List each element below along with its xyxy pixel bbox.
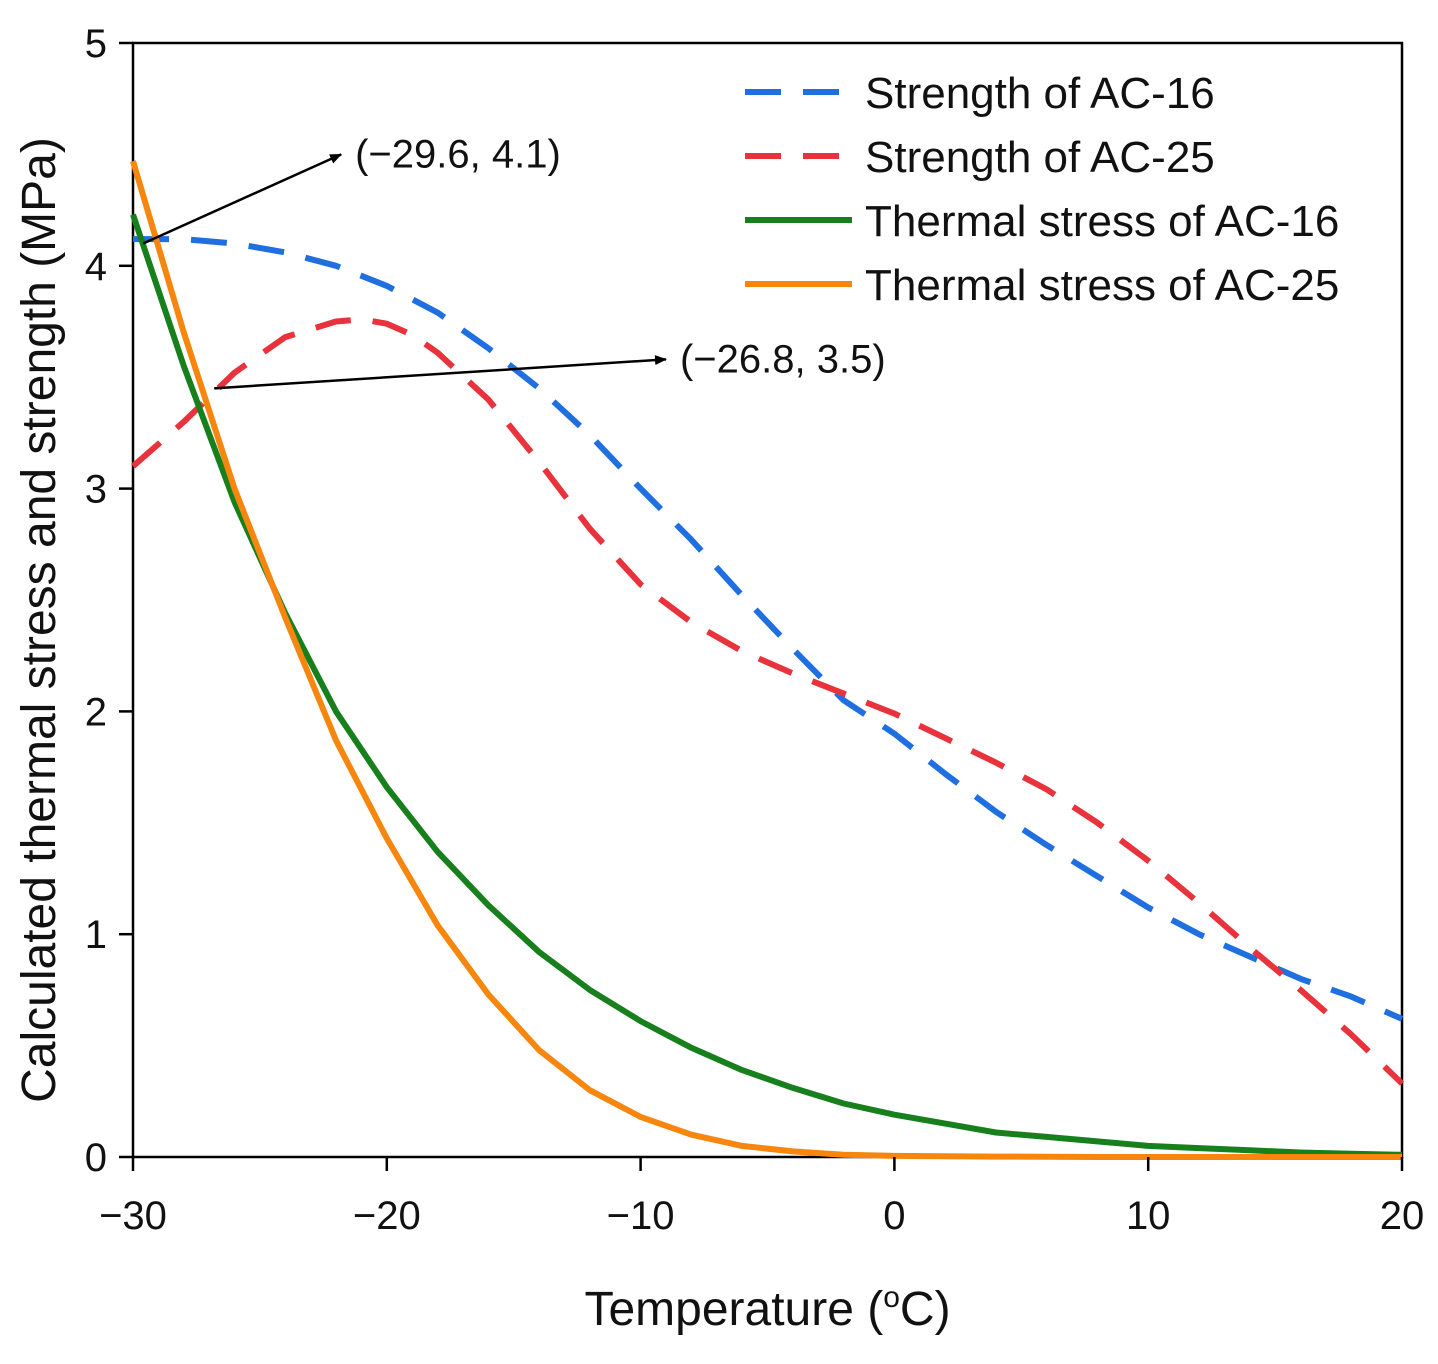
x-tick-label: −20 [353,1194,421,1238]
x-axis-title-sup: o [883,1281,900,1314]
legend-label-2: Strength of AC-25 [865,133,1215,182]
x-tick-label: 10 [1126,1194,1171,1238]
legend: Strength of AC-16 Strength of AC-25 Therma… [745,69,1339,310]
x-axis-title-main: Temperature ( [584,1283,883,1336]
y-tick-label: 5 [85,22,107,66]
y-tick-label: 4 [85,245,107,289]
annotation-arrow-1 [142,153,343,245]
x-tick-label: 0 [883,1194,905,1238]
y-tick-label: 0 [85,1136,107,1180]
plot-frame [131,41,1404,1159]
annotation-arrow-2 [214,355,667,390]
annotations: (−29.6, 4.1) (−26.8, 3.5) [142,132,886,390]
x-tick-label: −10 [607,1194,675,1238]
annotation-label-1: (−29.6, 4.1) [355,132,561,176]
x-axis-title-end: C) [900,1283,951,1336]
legend-label-3: Thermal stress of AC-16 [865,197,1339,246]
series-line-3 [130,213,1403,1158]
legend-label-4: Thermal stress of AC-25 [865,261,1339,310]
legend-label-1: Strength of AC-16 [865,69,1215,118]
y-axis-title: Calculated thermal stress and strength (… [13,137,66,1103]
ticks-layer: −30 −20 −10 0 10 20 0 1 2 3 4 5 [85,22,1425,1238]
series-layer [130,160,1405,1160]
series-line-1 [133,236,1404,1022]
y-tick-label: 2 [85,690,107,734]
y-tick-label: 3 [85,468,107,512]
y-tick-label: 1 [85,913,107,957]
x-tick-label: 20 [1380,1194,1425,1238]
series-line-2 [131,316,1405,1086]
x-tick-label: −30 [99,1194,167,1238]
x-axis-title: Temperature (oC) [584,1281,950,1336]
annotation-label-2: (−26.8, 3.5) [680,337,886,381]
series-line-4 [130,160,1402,1160]
